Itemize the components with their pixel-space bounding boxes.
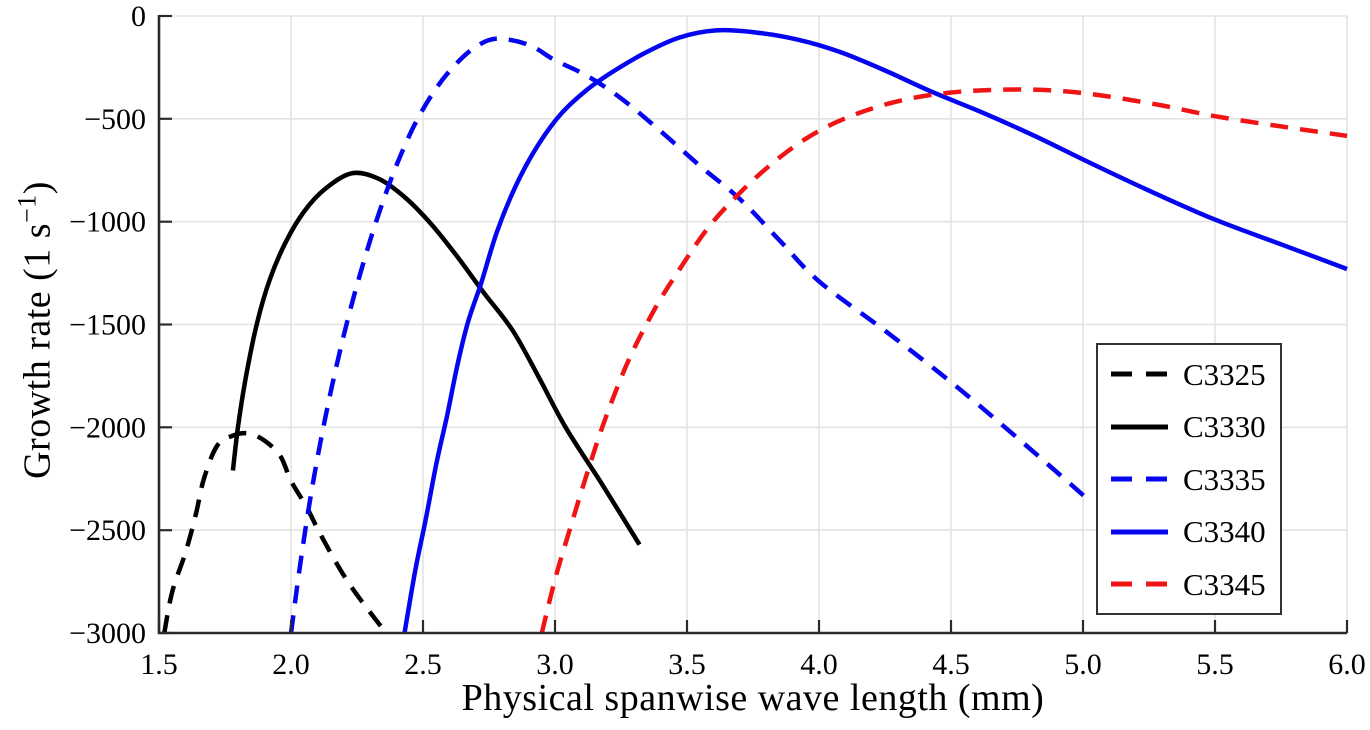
legend-label: C3345 [1183, 566, 1266, 602]
legend-label: C3325 [1183, 356, 1266, 392]
series-curve-c3340 [402, 27, 1348, 634]
y-axis-label: Growth rate (1 s−1) [13, 181, 60, 479]
y-axis-label-suffix: ) [16, 181, 59, 195]
x-axis-label: Physical spanwise wave length (mm) [461, 677, 1045, 719]
x-tick-label: 4.0 [800, 648, 838, 681]
x-tick-label: 4.5 [932, 648, 970, 681]
x-tick-label: 5.0 [1064, 648, 1102, 681]
y-tick-label: 0 [131, 0, 146, 33]
legend-entry-c3335: C3335 [1111, 462, 1272, 496]
x-tick-label: 1.5 [140, 648, 178, 681]
legend-line-sample [1111, 581, 1168, 587]
y-tick-label: −1500 [69, 309, 146, 342]
x-tick-label: 3.0 [536, 648, 574, 681]
legend-label: C3330 [1183, 409, 1266, 444]
x-tick-label: 6.0 [1328, 648, 1366, 681]
series-curve-c3330 [230, 170, 642, 546]
y-tick-label: −1000 [69, 206, 146, 239]
y-tick-label: −500 [84, 103, 146, 136]
y-tick-label: −2000 [69, 411, 146, 444]
legend-entry-c3340: C3340 [1111, 515, 1272, 549]
x-tick-label: 2.0 [272, 648, 310, 681]
y-axis-label-superscript: −1 [12, 194, 42, 223]
legend-line-sample [1111, 476, 1168, 482]
legend-entry-c3345: C3345 [1111, 567, 1272, 601]
series-curve-c3325 [162, 430, 388, 635]
series-curve-c3335 [288, 36, 1088, 634]
legend-line-sample [1111, 371, 1168, 377]
legend-entry-c3330: C3330 [1111, 410, 1272, 444]
legend-line-sample [1111, 424, 1168, 429]
legend-entry-c3325: C3325 [1111, 357, 1272, 391]
y-tick-label: −2500 [69, 514, 146, 547]
y-tick-label: −3000 [69, 617, 146, 650]
legend-label: C3335 [1183, 461, 1266, 497]
y-axis-label-text: Growth rate (1 s [16, 222, 59, 479]
legend-line-sample [1111, 529, 1168, 534]
legend-label: C3340 [1183, 514, 1266, 549]
x-tick-label: 5.5 [1196, 648, 1234, 681]
series-curve-c3345 [539, 87, 1348, 634]
x-tick-label: 3.5 [668, 648, 706, 681]
x-tick-label: 2.5 [404, 648, 442, 681]
legend: C3325 C3330 C3335 C3340 C3345 [1096, 343, 1282, 615]
